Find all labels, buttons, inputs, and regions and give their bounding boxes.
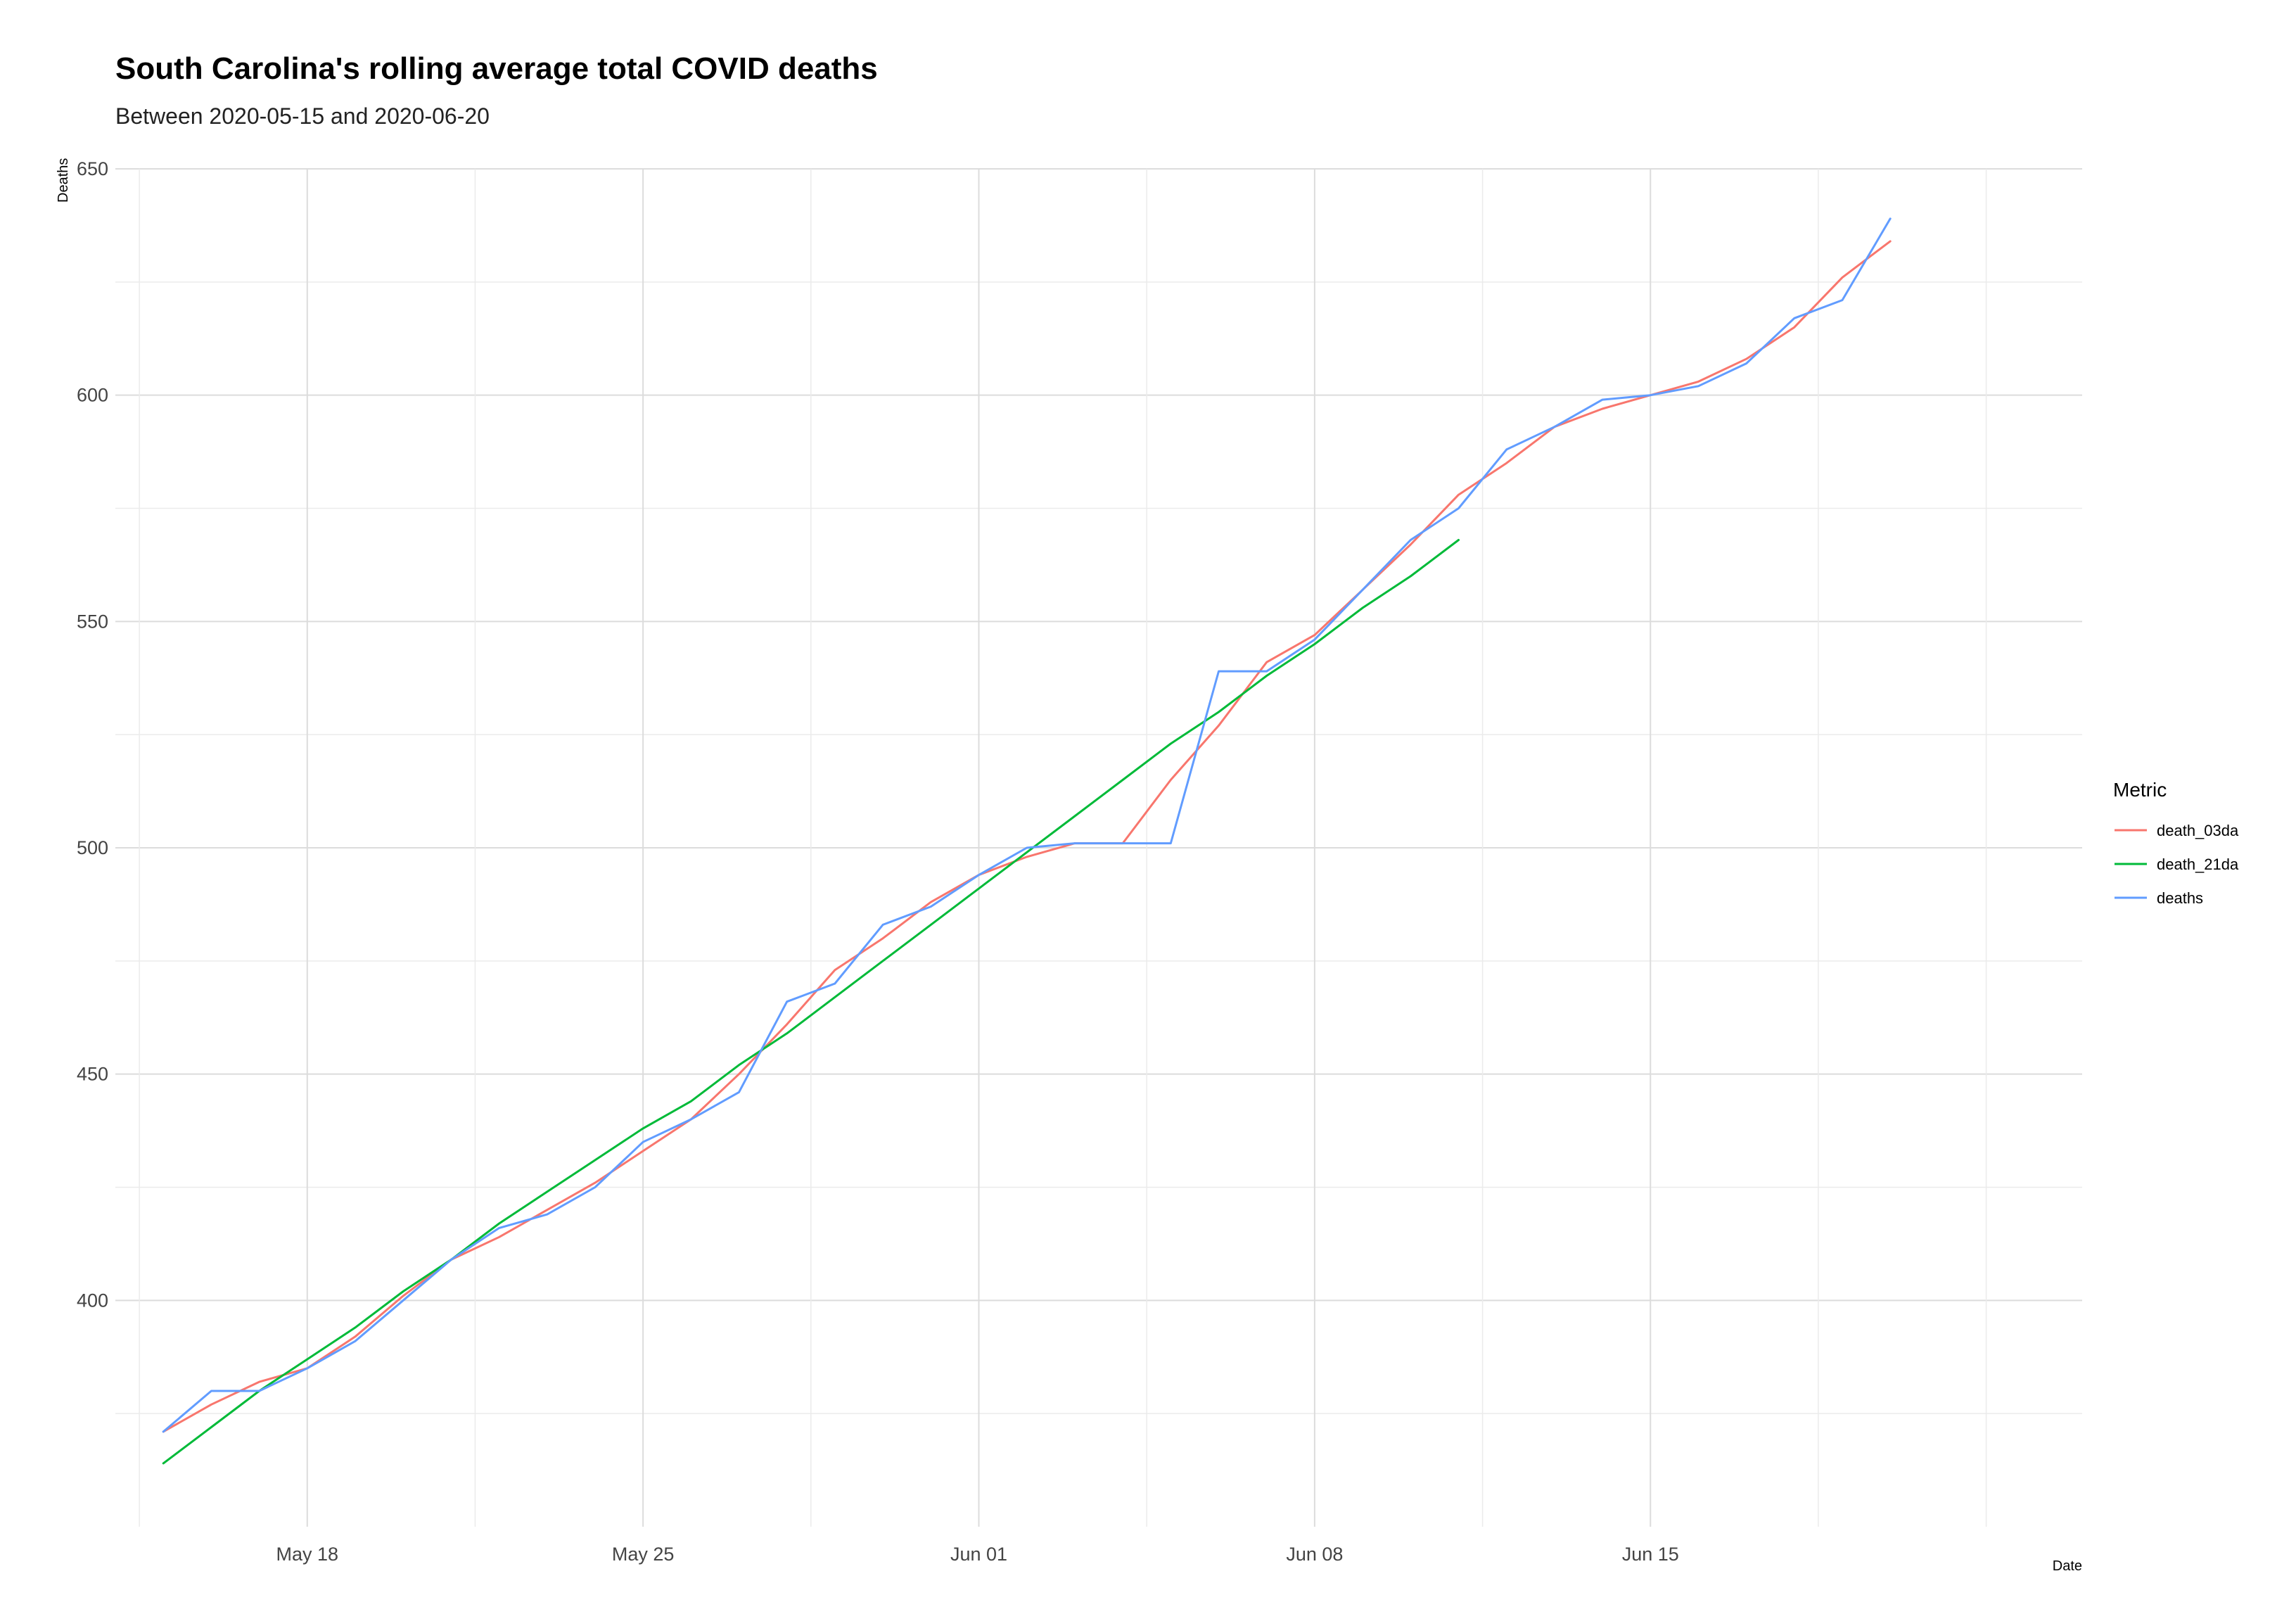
x-tick-label: May 18 [276, 1544, 339, 1565]
series-line-death-03da [162, 240, 1892, 1433]
tick-labels: 400 450 500 550 600 650 May 18 May 25 Jun 01 Jun … [77, 158, 1679, 1565]
x-tick-label: Jun 08 [1286, 1544, 1343, 1565]
series-line-death-21da [162, 539, 1460, 1465]
y-tick-label: 550 [77, 611, 108, 632]
x-tick-label: May 25 [612, 1544, 675, 1565]
y-tick-label: 500 [77, 837, 108, 858]
legend-label-death-03da: death_03da [2157, 822, 2239, 839]
legend-label-deaths: deaths [2157, 889, 2203, 907]
y-tick-label: 400 [77, 1290, 108, 1311]
x-axis-title: Date [2053, 1558, 2082, 1574]
legend-title: Metric [2113, 779, 2167, 801]
chart-title: South Carolina's rolling average total C… [115, 51, 878, 86]
grid [115, 168, 2082, 1527]
series-line-deaths [162, 217, 1892, 1433]
series-group [162, 217, 1892, 1465]
x-tick-label: Jun 01 [950, 1544, 1007, 1565]
y-tick-label: 650 [77, 158, 108, 179]
chart-subtitle: Between 2020-05-15 and 2020-06-20 [115, 103, 490, 129]
y-axis-title: Deaths [56, 158, 71, 203]
y-tick-label: 600 [77, 385, 108, 406]
x-tick-label: Jun 15 [1622, 1544, 1679, 1565]
legend-label-death-21da: death_21da [2157, 856, 2239, 873]
y-tick-label: 450 [77, 1064, 108, 1085]
